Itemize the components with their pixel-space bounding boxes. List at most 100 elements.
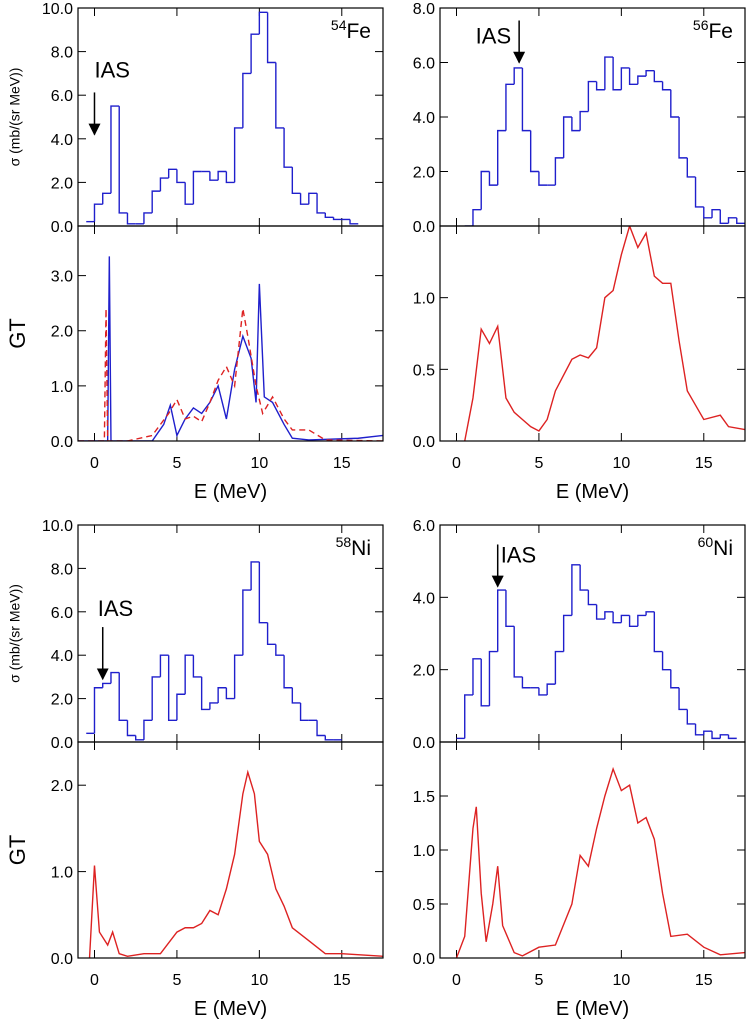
y-tick-label: 0.0: [413, 219, 435, 236]
step-bin: [266, 12, 276, 64]
step-bin: [126, 212, 136, 225]
step-bin: [275, 644, 285, 656]
step-bin: [604, 611, 614, 620]
y-tick-label: 1.0: [413, 843, 435, 860]
step-bin: [93, 687, 103, 734]
step-bin: [637, 614, 647, 627]
step-bin: [670, 669, 680, 689]
step-bin: [488, 650, 498, 706]
x-tick-label: 15: [695, 972, 713, 989]
step-bin: [200, 676, 210, 711]
step-bin: [546, 683, 556, 695]
step-bin: [703, 730, 713, 735]
annotation-label: IAS: [501, 542, 536, 567]
step-bin: [571, 564, 581, 616]
step-bin: [645, 69, 655, 77]
step-bin: [192, 655, 202, 678]
step-bin: [308, 192, 318, 205]
step-bin: [110, 671, 120, 684]
step-bin: [324, 212, 334, 218]
step-bin: [176, 693, 186, 721]
line: [78, 256, 383, 441]
line: [78, 308, 383, 441]
y-tick-label: 10.0: [42, 1, 73, 18]
step-bin: [233, 127, 243, 183]
y-axis-label: GT: [5, 318, 30, 349]
step-bin: [694, 723, 704, 736]
step-bin: [612, 57, 622, 91]
step-bin: [711, 731, 721, 740]
step-bin: [332, 217, 342, 221]
step-bin: [151, 190, 161, 213]
step-bin: [135, 735, 144, 741]
y-tick-label: 2.0: [413, 165, 435, 182]
step-bin: [225, 687, 235, 700]
step-bin: [727, 217, 737, 224]
step-bin: [472, 658, 482, 695]
step-bin: [587, 590, 597, 606]
step-bin: [299, 702, 309, 721]
step-bin: [225, 171, 235, 184]
y-tick-label: 6.0: [413, 56, 435, 73]
step-bin: [529, 130, 539, 173]
step-bin: [184, 654, 194, 695]
plot-frame: [77, 524, 384, 743]
y-tick-label: 2.0: [51, 692, 73, 709]
step-bin: [464, 694, 473, 739]
y-axis-label: σ (mb/(sr MeV)): [7, 68, 23, 167]
step-bin: [209, 171, 219, 181]
nucleus-label: 54Fe: [331, 17, 371, 43]
y-tick-label: 2.0: [51, 175, 73, 192]
nucleus-label: 60Ni: [698, 534, 733, 560]
mass-number: 56: [693, 17, 709, 33]
step-bin: [176, 169, 186, 184]
x-tick-label: 0: [452, 972, 461, 989]
annotation-label: IAS: [476, 24, 511, 49]
x-axis-label: E (MeV): [556, 481, 629, 503]
y-tick-label: 0.0: [413, 951, 435, 968]
step-bin: [653, 70, 663, 83]
step-bin: [209, 702, 219, 710]
x-tick-label: 5: [534, 455, 543, 472]
y-tick-label: 10.0: [42, 518, 73, 535]
y-tick-label: 8.0: [51, 561, 73, 578]
step-bin: [727, 734, 737, 740]
step-bin: [233, 654, 243, 699]
x-tick-label: 15: [333, 972, 351, 989]
y-axis-label: GT: [5, 835, 30, 866]
y-tick-label: 1.0: [51, 865, 73, 882]
x-tick-label: 15: [333, 455, 351, 472]
step-bin: [513, 626, 523, 678]
x-tick-label: 0: [90, 972, 99, 989]
y-tick-label: 6.0: [413, 518, 435, 535]
line: [88, 769, 383, 958]
y-tick-label: 2.0: [51, 324, 73, 341]
step-bin: [554, 650, 564, 685]
annotation-label: IAS: [94, 57, 129, 82]
step-bin: [661, 81, 671, 91]
y-tick-label: 1.0: [413, 291, 435, 308]
step-bin: [513, 67, 523, 85]
step-bin: [505, 590, 515, 627]
step-bin: [661, 651, 671, 671]
step-bin: [126, 720, 136, 737]
step-bin: [167, 655, 177, 721]
step-bin: [562, 614, 572, 652]
y-tick-label: 0.0: [51, 951, 73, 968]
step-bin: [628, 615, 638, 627]
y-tick-label: 3.0: [51, 269, 73, 286]
step-bin: [159, 177, 169, 192]
step-bin: [505, 83, 515, 131]
step-bin: [554, 157, 564, 186]
step-bin: [703, 206, 713, 219]
x-tick-label: 10: [612, 972, 630, 989]
mass-number: 60: [698, 534, 714, 550]
nucleus-label: 58Ni: [336, 534, 371, 560]
x-axis-label: E (MeV): [556, 998, 629, 1020]
step-bin: [266, 622, 276, 646]
step-bin: [604, 56, 614, 90]
y-tick-label: 0.0: [413, 434, 435, 451]
element-symbol: Ni: [351, 537, 371, 560]
step-bin: [480, 658, 490, 707]
